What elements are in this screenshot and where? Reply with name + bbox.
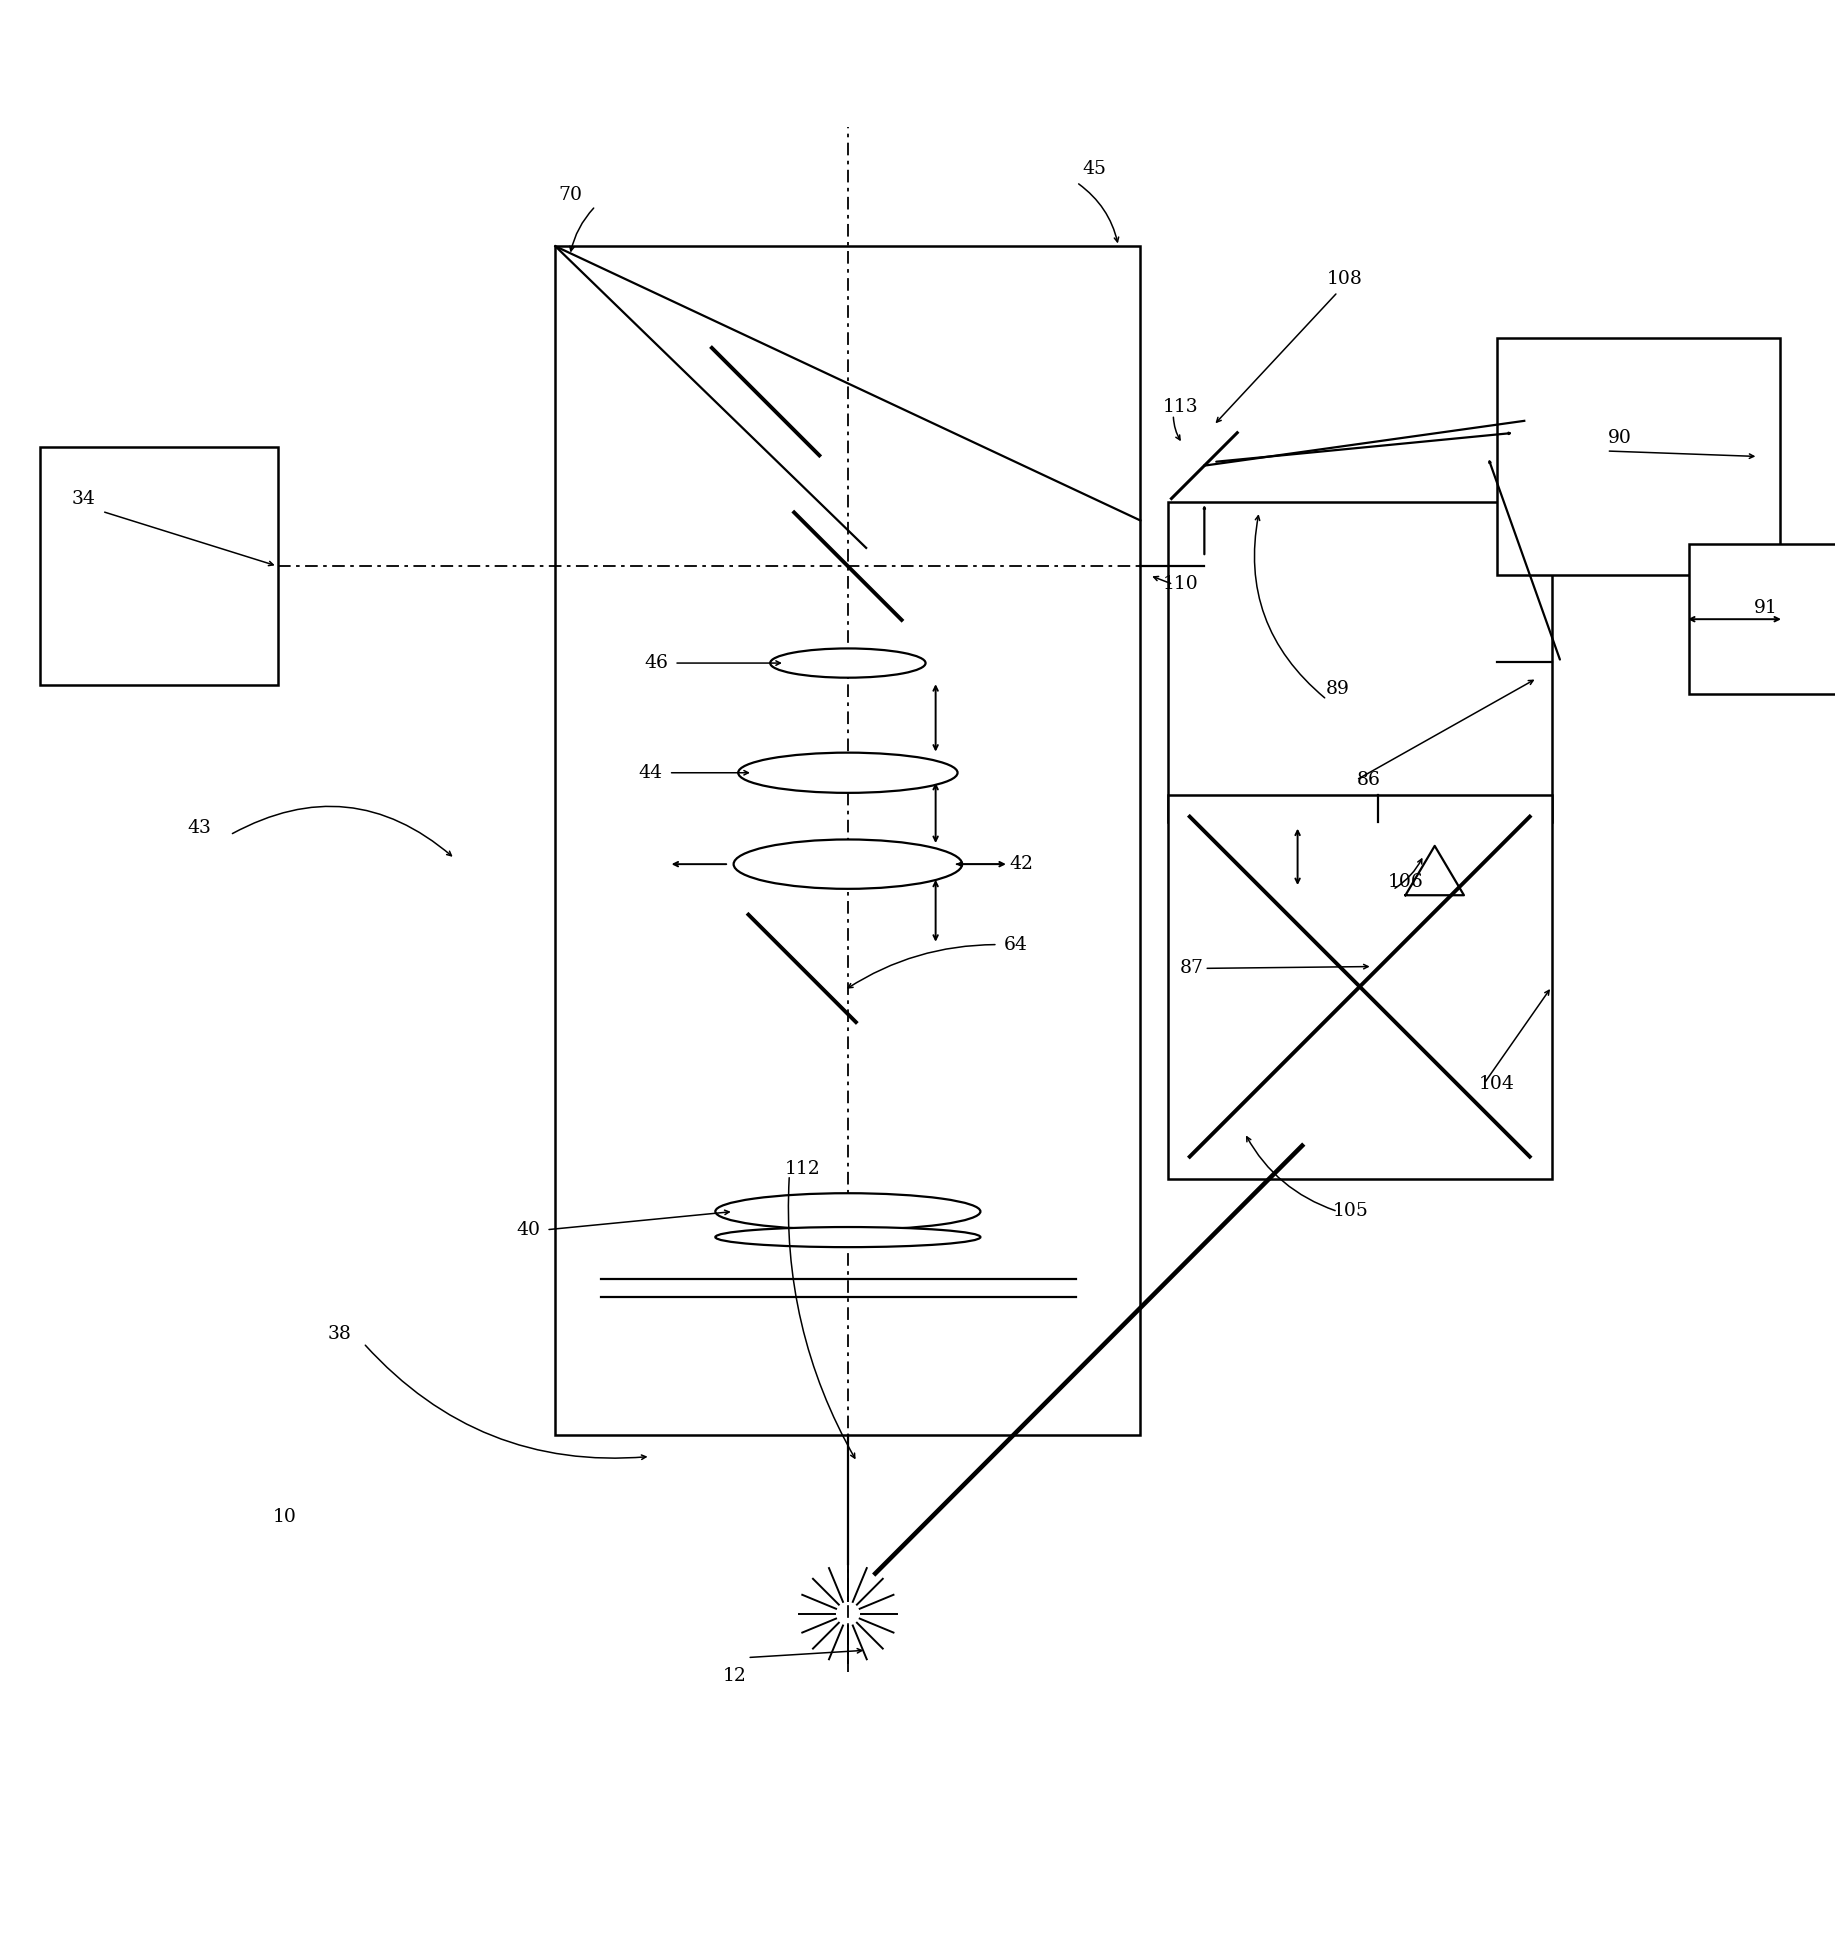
Bar bbox=[1168, 502, 1551, 823]
Text: 91: 91 bbox=[1754, 600, 1778, 618]
Text: 10: 10 bbox=[273, 1507, 297, 1525]
Bar bbox=[1168, 794, 1551, 1179]
Bar bbox=[1689, 543, 1838, 694]
Text: 106: 106 bbox=[1387, 874, 1424, 891]
Text: 113: 113 bbox=[1162, 399, 1199, 416]
Text: 46: 46 bbox=[645, 655, 669, 673]
Text: 70: 70 bbox=[558, 186, 582, 203]
Text: 45: 45 bbox=[1083, 160, 1107, 178]
Text: 108: 108 bbox=[1328, 270, 1363, 287]
Text: 104: 104 bbox=[1479, 1075, 1514, 1093]
Text: 34: 34 bbox=[72, 489, 96, 508]
Text: 40: 40 bbox=[516, 1220, 540, 1239]
Text: 12: 12 bbox=[722, 1668, 746, 1685]
Text: 86: 86 bbox=[1358, 770, 1382, 790]
Text: 43: 43 bbox=[186, 819, 210, 837]
Text: 105: 105 bbox=[1332, 1202, 1369, 1220]
Text: 110: 110 bbox=[1162, 575, 1199, 594]
Ellipse shape bbox=[733, 839, 962, 890]
Text: 38: 38 bbox=[328, 1325, 352, 1343]
Text: 87: 87 bbox=[1179, 960, 1203, 978]
Bar bbox=[41, 448, 278, 684]
Text: 90: 90 bbox=[1608, 430, 1632, 448]
Text: 89: 89 bbox=[1326, 680, 1350, 698]
Text: 64: 64 bbox=[1004, 936, 1028, 954]
Bar bbox=[1498, 338, 1779, 575]
Text: 42: 42 bbox=[1009, 854, 1033, 874]
Bar bbox=[556, 246, 1140, 1435]
Text: 44: 44 bbox=[639, 764, 663, 782]
Ellipse shape bbox=[770, 649, 925, 678]
Ellipse shape bbox=[715, 1228, 980, 1247]
Ellipse shape bbox=[739, 753, 958, 794]
Bar bbox=[1223, 891, 1372, 1042]
Text: 112: 112 bbox=[785, 1161, 820, 1179]
Ellipse shape bbox=[715, 1193, 980, 1230]
